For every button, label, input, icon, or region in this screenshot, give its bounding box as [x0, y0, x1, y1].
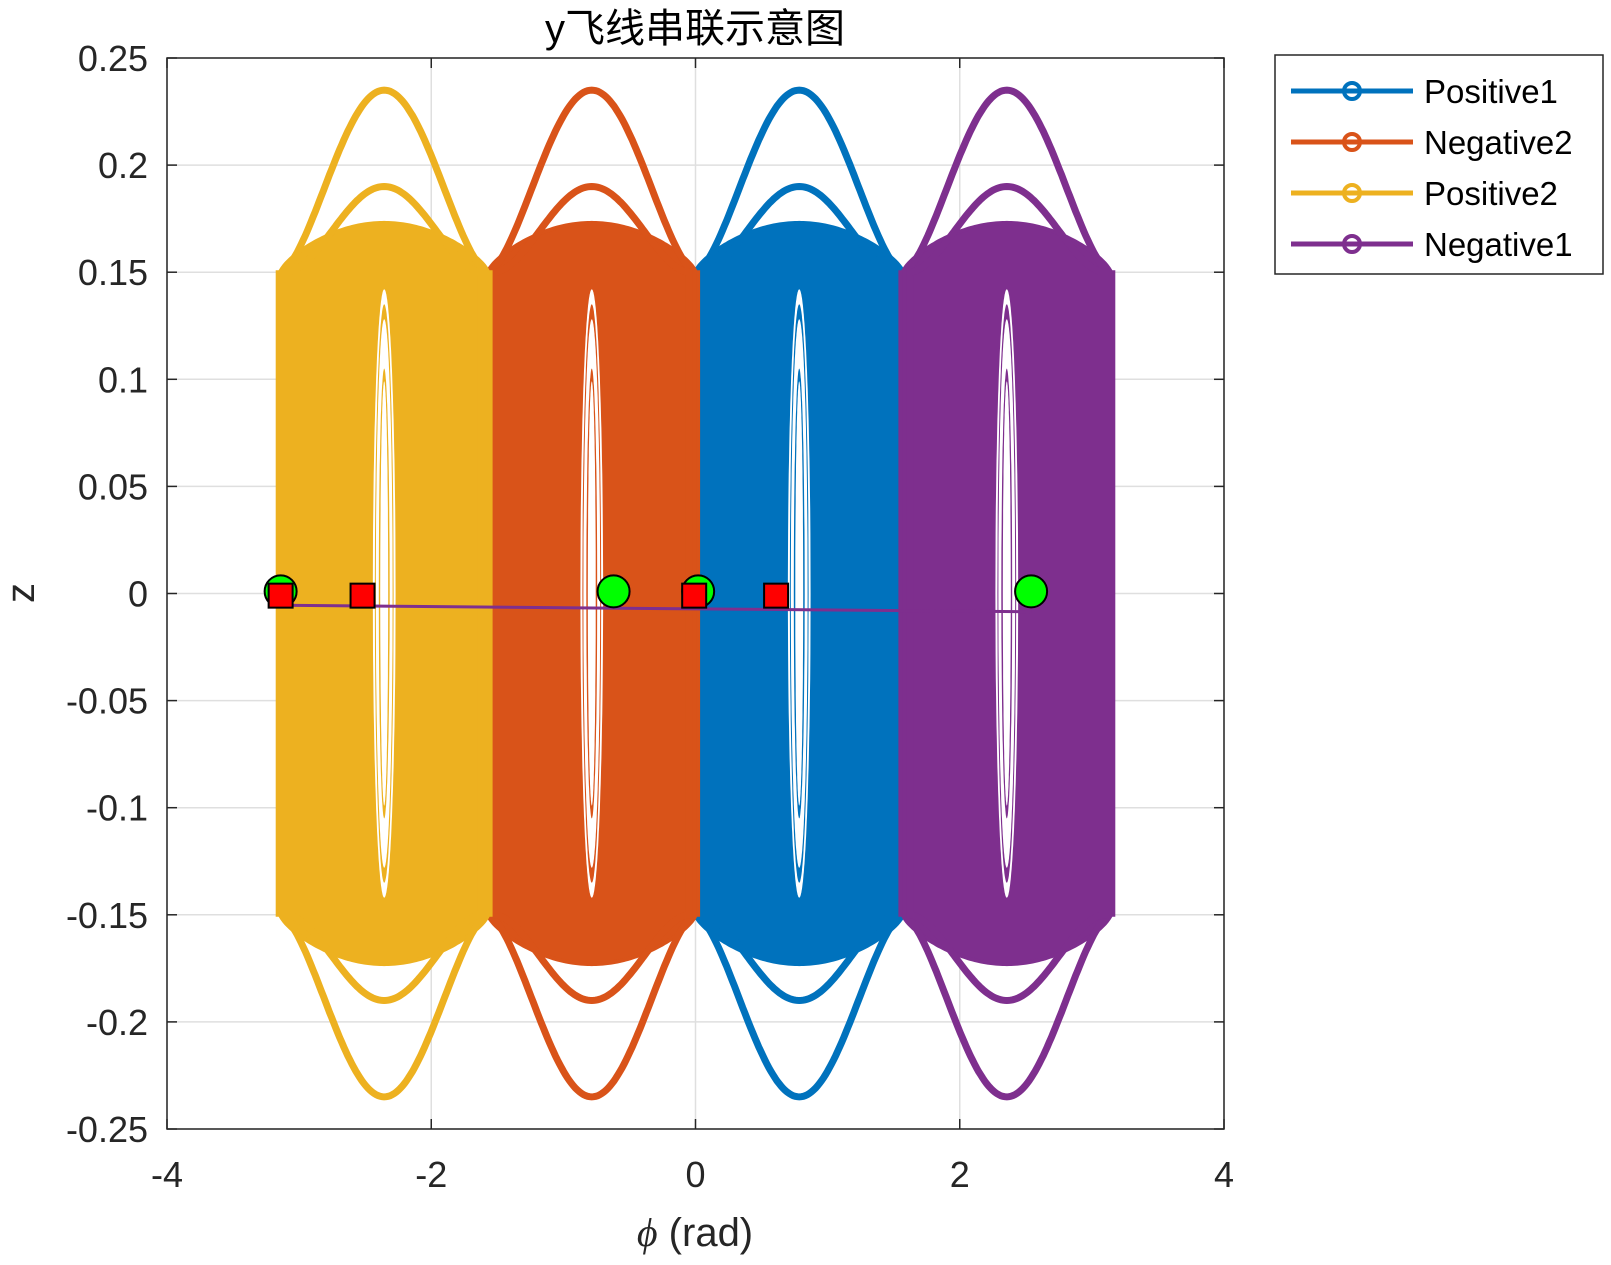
y-axis-label: z: [0, 583, 43, 603]
legend-label: Positive1: [1424, 73, 1558, 110]
ticks: -4 -2 0 2 4 0.25 0.2 0.15 0.1 0.05 0 -0.05 -0.1 -0.15…: [66, 38, 1234, 1195]
legend-label: Negative1: [1424, 226, 1573, 263]
x-axis-unit: (rad): [658, 1211, 754, 1255]
series-negative1: [898, 86, 1116, 1101]
series-second-loop: [283, 182, 485, 1005]
legend-marker: [1342, 81, 1362, 101]
series-second-loop: [906, 182, 1108, 1005]
series-layer: [275, 86, 1116, 1101]
green-marker: [596, 574, 631, 609]
x-axis-label: ϕ (rad): [637, 1210, 753, 1255]
overlay-layer: [263, 574, 1049, 614]
chart-title: y飞线串联示意图: [545, 7, 845, 51]
y-tick-label: -0.25: [66, 1109, 148, 1150]
y-tick-label: 0.1: [98, 359, 148, 400]
y-tick-label: 0.05: [78, 466, 148, 507]
series-second-loop: [491, 182, 693, 1005]
red-marker: [681, 582, 708, 609]
legend-marker: [1342, 234, 1362, 254]
y-tick-label: 0.2: [98, 145, 148, 186]
connection-line: [280, 603, 1032, 614]
x-axis-symbol: ϕ: [637, 1210, 658, 1255]
legend: Positive1 Negative2 Positive2 Negative1: [1274, 54, 1604, 275]
y-tick-label: 0.25: [78, 38, 148, 79]
legend-marker: [1342, 183, 1362, 203]
series-inner-hole: [380, 381, 389, 806]
x-tick-label: 4: [1214, 1154, 1234, 1195]
series-second-loop: [698, 182, 900, 1005]
series-outer-loop: [487, 86, 697, 1101]
series-inner-hole: [795, 381, 804, 806]
series-inner-hole: [1002, 381, 1011, 806]
green-marker: [1014, 574, 1049, 609]
y-tick-label: 0.15: [78, 252, 148, 293]
series-negative2: [483, 86, 701, 1101]
red-marker: [763, 582, 790, 609]
x-tick-label: 0: [685, 1154, 705, 1195]
series-inner-hole: [587, 381, 596, 806]
y-tick-label: -0.05: [66, 681, 148, 722]
y-tick-label: -0.2: [86, 1002, 148, 1043]
series-positive1: [690, 86, 908, 1101]
y-tick-label: -0.15: [66, 895, 148, 936]
red-marker: [267, 582, 294, 609]
red-marker: [349, 582, 376, 609]
x-tick-label: 2: [950, 1154, 970, 1195]
y-tick-label: 0: [128, 574, 148, 615]
legend-label: Positive2: [1424, 175, 1558, 212]
x-tick-label: -4: [151, 1154, 183, 1195]
legend-marker: [1342, 132, 1362, 152]
y-tick-label: -0.1: [86, 788, 148, 829]
series-positive2: [275, 86, 493, 1101]
series-outer-loop: [279, 86, 489, 1101]
legend-label: Negative2: [1424, 124, 1573, 161]
series-outer-loop: [902, 86, 1112, 1101]
x-tick-label: -2: [415, 1154, 447, 1195]
